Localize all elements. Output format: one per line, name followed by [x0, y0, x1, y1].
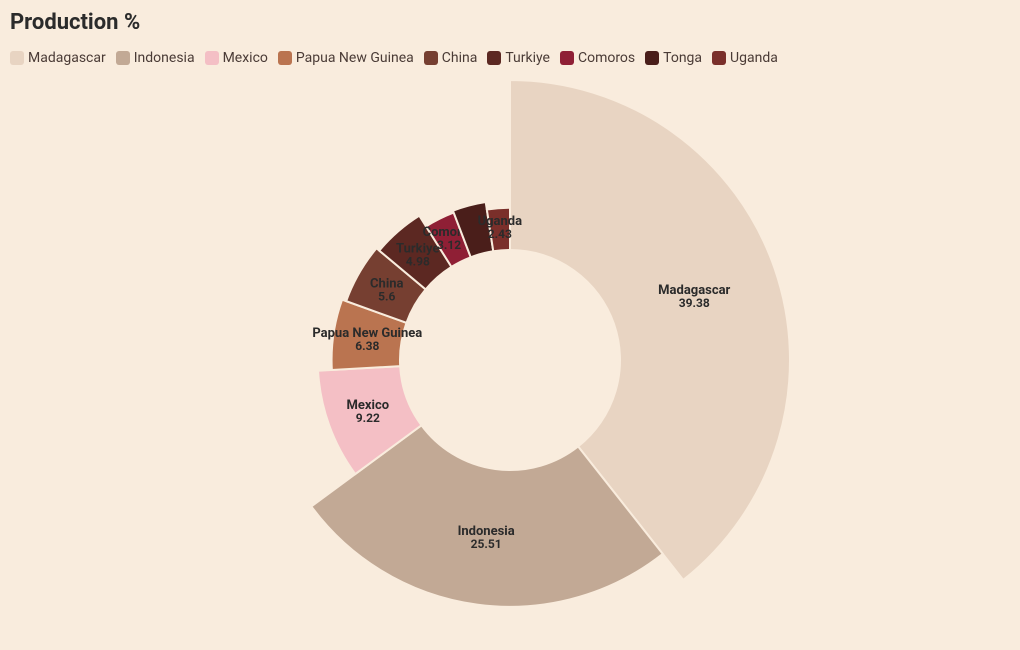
chart-title: Production % — [10, 10, 140, 35]
legend-label: Mexico — [223, 50, 268, 66]
legend-item[interactable]: Mexico — [205, 50, 268, 66]
legend-label: Turkiye — [505, 50, 550, 66]
legend-label: Indonesia — [134, 50, 195, 66]
legend-item[interactable]: Indonesia — [116, 50, 195, 66]
legend-label: Tonga — [663, 50, 702, 66]
legend-swatch — [645, 51, 659, 65]
legend-item[interactable]: Uganda — [712, 50, 778, 66]
legend-swatch — [205, 51, 219, 65]
legend-swatch — [10, 51, 24, 65]
legend-swatch — [424, 51, 438, 65]
legend-swatch — [116, 51, 130, 65]
chart-page: Production % Madagascar Indonesia Mexico Pa… — [0, 0, 1020, 650]
slice-label: Papua New Guinea6.38 — [312, 326, 422, 353]
legend-label: Uganda — [730, 50, 778, 66]
legend-item[interactable]: Comoros — [560, 50, 635, 66]
legend-label: China — [442, 50, 478, 66]
legend-label: Madagascar — [28, 50, 106, 66]
legend-item[interactable]: Madagascar — [10, 50, 106, 66]
chart-area: Madagascar39.38Indonesia25.51Mexico9.22P… — [0, 80, 1020, 640]
legend-label: Papua New Guinea — [296, 50, 414, 66]
legend-item[interactable]: Tonga — [645, 50, 702, 66]
legend-label: Comoros — [578, 50, 635, 66]
legend-swatch — [560, 51, 574, 65]
legend-item[interactable]: China — [424, 50, 478, 66]
legend-swatch — [712, 51, 726, 65]
legend-item[interactable]: Papua New Guinea — [278, 50, 414, 66]
legend-swatch — [278, 51, 292, 65]
legend: Madagascar Indonesia Mexico Papua New Guine… — [10, 50, 782, 66]
legend-swatch — [487, 51, 501, 65]
legend-item[interactable]: Turkiye — [487, 50, 550, 66]
rose-doughnut-chart: Madagascar39.38Indonesia25.51Mexico9.22P… — [0, 80, 1020, 640]
